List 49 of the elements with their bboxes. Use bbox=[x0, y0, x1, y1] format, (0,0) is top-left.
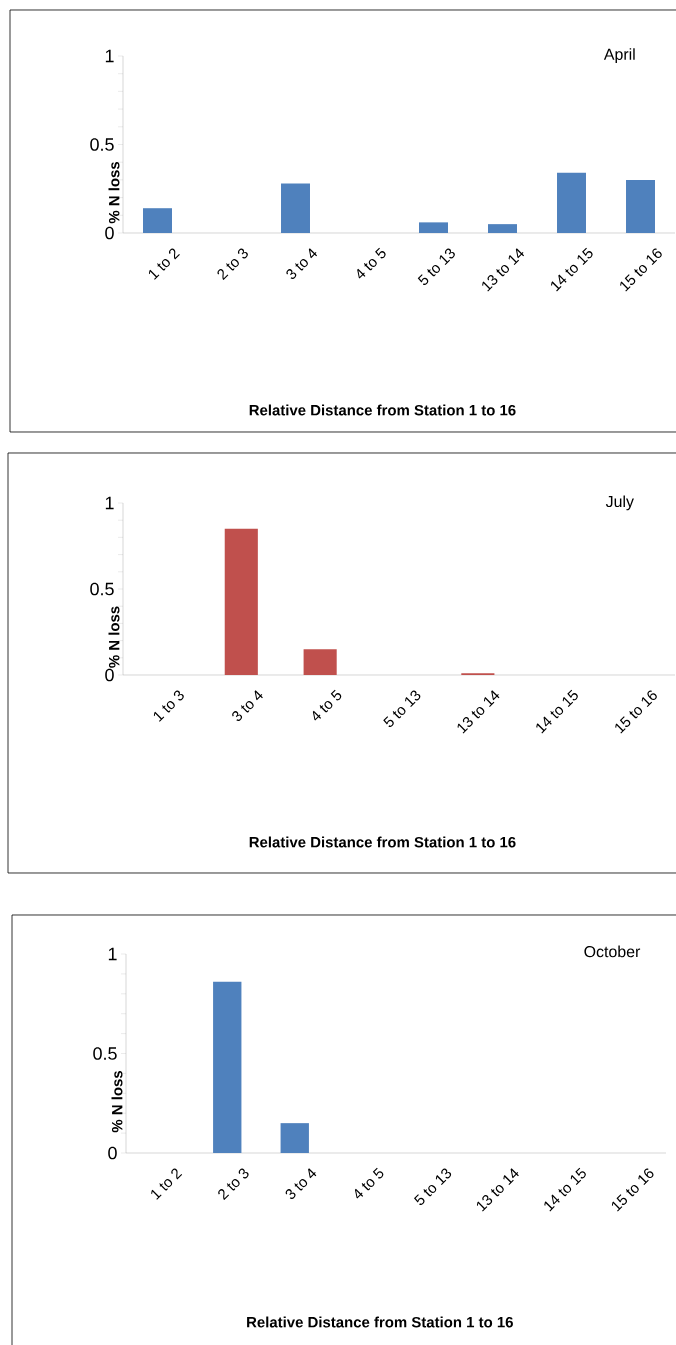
x-tick-label: 1 to 3 bbox=[153, 690, 184, 722]
x-tick-label: 13 to 14 bbox=[482, 248, 525, 292]
x-tick-label: 13 to 14 bbox=[476, 1168, 519, 1212]
y-tick-label: 1 bbox=[105, 496, 114, 510]
x-tick-label: 3 to 4 bbox=[232, 690, 263, 722]
x-tick-label: 14 to 15 bbox=[544, 1167, 586, 1212]
x-tick-label: 1 to 2 bbox=[151, 1168, 183, 1200]
x-tick-label: 15 to 16 bbox=[615, 690, 657, 734]
x-tick-label: 3 to 4 bbox=[285, 1168, 317, 1200]
y-tick-label: 0.5 bbox=[90, 582, 114, 596]
y-tick-label: 1 bbox=[108, 947, 117, 961]
bar bbox=[143, 208, 172, 233]
x-tick-label: 4 to 5 bbox=[357, 247, 386, 279]
bar bbox=[557, 172, 586, 233]
y-tick-label: 1 bbox=[105, 49, 114, 63]
chart-title: October bbox=[584, 945, 641, 958]
x-tick-label: 15 to 16 bbox=[620, 248, 662, 292]
x-tick-label: 5 to 13 bbox=[413, 1168, 452, 1205]
chart-title: April bbox=[603, 48, 635, 64]
bar bbox=[281, 183, 310, 233]
chart-title: July bbox=[605, 495, 634, 511]
x-tick-label: 3 to 4 bbox=[286, 248, 318, 280]
y-tick-label: 0 bbox=[105, 668, 114, 682]
y-tick-label: 0 bbox=[108, 1146, 117, 1160]
bar bbox=[224, 528, 258, 675]
x-tick-label: 13 to 14 bbox=[457, 690, 500, 734]
x-axis-title: Relative Distance from Station 1 to 16 bbox=[247, 1316, 513, 1328]
x-tick-label: 5 to 13 bbox=[383, 690, 421, 727]
bar bbox=[419, 222, 448, 233]
x-tick-label: 14 to 15 bbox=[551, 247, 593, 292]
x-tick-label: 15 to 16 bbox=[611, 1168, 654, 1212]
x-axis-title: Relative Distance from Station 1 to 16 bbox=[249, 836, 516, 848]
bar bbox=[626, 179, 655, 233]
x-tick-label: 4 to 5 bbox=[312, 689, 342, 721]
y-tick-label: 0.5 bbox=[90, 138, 114, 151]
bar bbox=[488, 224, 517, 233]
x-tick-label: 4 to 5 bbox=[354, 1167, 384, 1199]
x-tick-label: 2 to 3 bbox=[218, 1168, 249, 1201]
y-axis-title: % N loss bbox=[111, 1070, 123, 1133]
x-tick-label: 5 to 13 bbox=[417, 248, 455, 285]
x-tick-label: 2 to 3 bbox=[217, 248, 248, 281]
y-tick-label: 0.5 bbox=[93, 1047, 117, 1060]
x-tick-label: 14 to 15 bbox=[536, 689, 578, 734]
x-axis-title: Relative Distance from Station 1 to 16 bbox=[249, 404, 516, 416]
x-tick-label: 1 to 2 bbox=[148, 248, 180, 280]
y-tick-label: 0 bbox=[105, 226, 114, 240]
y-axis-title: % N loss bbox=[108, 161, 120, 224]
y-axis-title: % N loss bbox=[108, 606, 120, 668]
bar bbox=[303, 649, 337, 675]
